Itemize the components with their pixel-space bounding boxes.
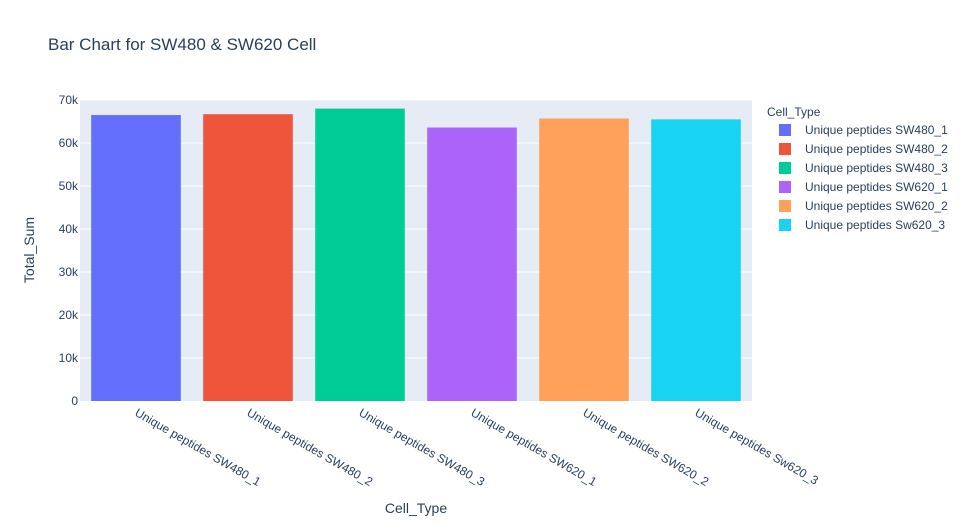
gridlines (80, 99, 752, 359)
y-tick-label: 20k (59, 308, 79, 322)
x-tick-label: Unique peptides SW620_1 (469, 405, 600, 489)
x-tick-label: Unique peptides Sw620_3 (693, 405, 822, 487)
plot-area (80, 100, 752, 401)
y-tick-label: 30k (59, 265, 79, 279)
legend-item-label: Unique peptides SW480_3 (805, 161, 948, 175)
legend-swatch (779, 143, 791, 155)
bar (203, 114, 293, 401)
legend-title: Cell_Type (767, 105, 821, 119)
y-tick-label: 60k (59, 136, 79, 150)
bar (427, 127, 517, 402)
y-tick-label: 50k (59, 179, 79, 193)
legend-item-label: Unique peptides Sw620_3 (805, 218, 945, 232)
bar (539, 118, 629, 402)
x-tick-label: Unique peptides SW480_1 (133, 405, 264, 489)
legend: Cell_Type Unique peptides SW480_1 Unique … (767, 105, 948, 232)
legend-item-label: Unique peptides SW480_1 (805, 123, 948, 137)
legend-swatch (779, 200, 791, 212)
bar (651, 119, 741, 401)
legend-swatch (779, 181, 791, 193)
legend-swatch (779, 124, 791, 136)
x-axis-title: Cell_Type (385, 500, 447, 516)
bar (91, 115, 181, 402)
y-tick-label: 10k (59, 351, 79, 365)
y-tick-label: 40k (59, 222, 79, 236)
x-tick-label: Unique peptides SW620_2 (581, 405, 712, 489)
y-tick-label: 0 (71, 394, 78, 408)
legend-swatch (779, 162, 791, 174)
x-tick-label: Unique peptides SW480_3 (357, 405, 488, 489)
bars (91, 108, 741, 402)
legend-swatch (779, 219, 791, 231)
legend-item-label: Unique peptides SW480_2 (805, 142, 948, 156)
bar (315, 108, 405, 401)
chart-title: Bar Chart for SW480 & SW620 Cell (48, 35, 316, 54)
x-tick-label: Unique peptides SW480_2 (245, 405, 376, 489)
y-tick-label: 70k (59, 93, 79, 107)
y-axis-ticks: 0 10k 20k 30k 40k 50k 60k 70k (59, 93, 79, 408)
legend-item-label: Unique peptides SW620_2 (805, 199, 948, 213)
y-axis-title: Total_Sum (21, 217, 37, 283)
legend-item-label: Unique peptides SW620_1 (805, 180, 948, 194)
